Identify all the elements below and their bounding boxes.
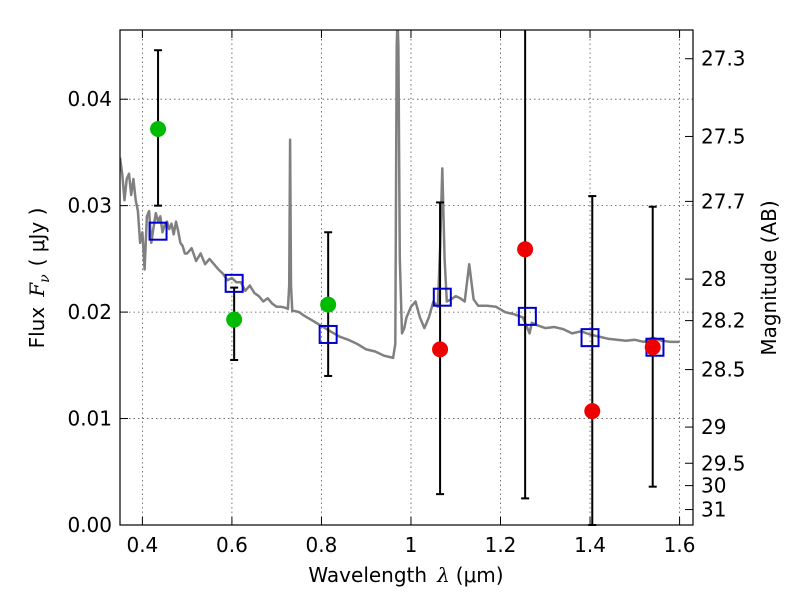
model-band-point	[432, 287, 452, 307]
red-data-point	[584, 403, 601, 420]
x-tick-label: 1	[405, 533, 418, 557]
y-axis-subscript: ν	[37, 274, 53, 283]
y2-tick-label: 28	[701, 267, 726, 291]
y2-tick-label: 29	[701, 415, 726, 439]
x-axis-unit: (μm)	[456, 563, 504, 587]
y-axis-symbol: F	[25, 282, 49, 298]
y-axis-unit: ( μJy )	[25, 208, 49, 267]
data-markers	[148, 121, 665, 420]
x-tick-label: 0.4	[126, 533, 158, 557]
y-tick-label: 0.02	[67, 300, 112, 324]
y2-tick-label: 27.3	[701, 47, 746, 71]
y2-tick-label: 31	[701, 498, 726, 522]
y2-tick-label: 30	[701, 474, 726, 498]
x-tick-label: 0.8	[306, 533, 338, 557]
y2-tick-label: 27.7	[701, 189, 746, 213]
y2-tick-label: 29.5	[701, 451, 746, 475]
x-axis-symbol: λ	[436, 563, 450, 587]
plot-frame	[119, 29, 694, 526]
y-axis-title-text: Flux	[25, 307, 49, 349]
x-tick-label: 0.6	[216, 533, 248, 557]
red-data-point	[644, 339, 661, 356]
y-tick-label: 0.03	[67, 194, 112, 218]
model-band-point	[318, 324, 338, 344]
y-tick-label: 0.01	[67, 407, 112, 431]
model-sed-line	[120, 30, 680, 360]
green-data-point	[226, 311, 243, 328]
x-tick-label: 1.6	[664, 533, 696, 557]
y2-tick-label: 28.5	[701, 358, 746, 382]
error-bars	[154, 30, 657, 526]
x-axis-title: Wavelength λ (μm)	[308, 563, 503, 587]
green-data-point	[150, 121, 167, 137]
grid	[120, 30, 693, 526]
model-band-point	[224, 273, 244, 293]
y-tick-label: 0.00	[67, 513, 112, 537]
y2-axis-title: Magnitude (AB)	[757, 200, 781, 355]
x-axis-title-text: Wavelength	[308, 563, 427, 587]
green-data-point	[320, 296, 337, 313]
x-tick-label: 1.2	[485, 533, 517, 557]
model-band-point	[580, 328, 600, 348]
model-band-point	[517, 306, 537, 326]
x-tick-label: 1.4	[574, 533, 606, 557]
y-axis-title: Flux Fν ( μJy )	[25, 208, 53, 349]
y-tick-label: 0.04	[67, 87, 112, 111]
axes: 0.4 0.6 0.8 1 1.2 1.4 1.6 0.00 0.01 0.02 0.03 0.04 2…	[67, 30, 746, 557]
model-band-point	[148, 221, 168, 241]
plot-area	[120, 30, 680, 360]
red-data-point	[432, 341, 449, 358]
red-data-point	[517, 241, 534, 258]
y2-tick-label: 28.2	[701, 309, 746, 333]
y2-tick-label: 27.5	[701, 124, 746, 148]
